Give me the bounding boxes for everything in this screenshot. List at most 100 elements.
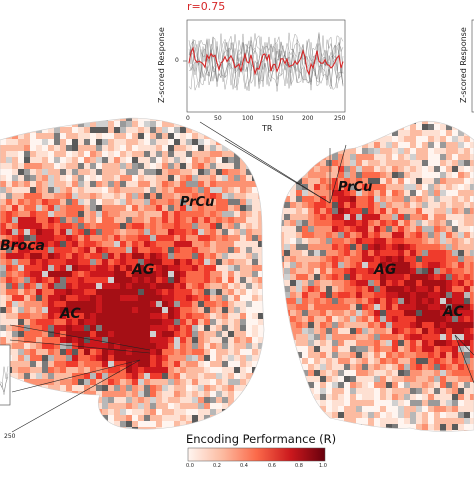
cortex-voxel (320, 142, 327, 149)
cortex-voxel (326, 262, 333, 269)
cortex-voxel (380, 142, 387, 149)
cortex-voxel (314, 418, 321, 425)
cortex-voxel (186, 187, 193, 194)
cortex-voxel (398, 364, 405, 371)
cortex-voxel (24, 118, 31, 122)
cortex-voxel (344, 130, 351, 137)
cortex-voxel (186, 379, 193, 386)
cortex-voxel (464, 310, 471, 317)
cortex-voxel (186, 349, 193, 356)
cortex-voxel (84, 235, 91, 242)
cortex-voxel (114, 397, 121, 404)
cortex-voxel (174, 331, 181, 338)
cortex-voxel (24, 193, 31, 200)
cortex-voxel (296, 370, 303, 377)
cortex-voxel (36, 169, 43, 176)
cortex-voxel (281, 424, 285, 431)
cortex-voxel (138, 307, 145, 314)
cortex-voxel (48, 343, 55, 350)
cortex-voxel (410, 382, 417, 389)
cortex-voxel (302, 238, 309, 245)
cortex-voxel (132, 247, 139, 254)
cortex-voxel (198, 271, 205, 278)
cortex-voxel (66, 349, 73, 356)
cortex-voxel (416, 370, 423, 377)
cortex-voxel (156, 139, 163, 146)
cortex-voxel (90, 223, 97, 230)
mean-response-trace (188, 46, 344, 76)
cortex-voxel (18, 211, 25, 218)
cortex-voxel (0, 307, 7, 314)
cortex-voxel (90, 151, 97, 158)
cortex-voxel (66, 223, 73, 230)
cortex-voxel (30, 337, 37, 344)
cortex-voxel (216, 145, 223, 152)
cortex-voxel (126, 247, 133, 254)
cortex-voxel (326, 256, 333, 263)
cortex-voxel (356, 130, 363, 137)
cortex-voxel (362, 154, 369, 161)
cortex-voxel (0, 118, 7, 122)
cortex-voxel (216, 325, 223, 332)
cortex-voxel (446, 178, 453, 185)
cortex-voxel (36, 283, 43, 290)
cortex-voxel (78, 175, 85, 182)
cortex-voxel (404, 262, 411, 269)
cortex-voxel (12, 229, 19, 236)
cortex-voxel (398, 268, 405, 275)
cortex-voxel (368, 214, 375, 221)
cortex-voxel (0, 181, 7, 188)
cortex-voxel (126, 211, 133, 218)
cortex-voxel (78, 145, 85, 152)
cortex-voxel (246, 349, 253, 356)
cortex-voxel (302, 280, 309, 287)
cortex-voxel (344, 226, 351, 233)
cortex-voxel (398, 388, 405, 395)
cortex-voxel (114, 295, 121, 302)
cortex-voxel (386, 238, 393, 245)
cortex-voxel (404, 238, 411, 245)
cortex-voxel (138, 289, 145, 296)
cortex-voxel (60, 301, 67, 308)
cortex-voxel (84, 253, 91, 260)
cortex-voxel (84, 397, 91, 404)
cortex-voxel (54, 223, 61, 230)
cortex-voxel (120, 235, 127, 242)
cortex-voxel (458, 172, 465, 179)
cortex-voxel (174, 295, 181, 302)
cortex-voxel (102, 163, 109, 170)
cortex-voxel (144, 217, 151, 224)
cortex-voxel (54, 409, 61, 416)
cortex-voxel (434, 424, 441, 431)
cortex-voxel (36, 151, 43, 158)
cortex-voxel (252, 139, 259, 146)
cortex-voxel (234, 421, 241, 428)
cortex-voxel (192, 391, 199, 398)
cortex-voxel (258, 175, 264, 182)
cortex-voxel (114, 229, 121, 236)
connector-line (329, 144, 347, 204)
cortex-voxel (96, 241, 103, 248)
cortex-voxel (144, 379, 151, 386)
cortex-voxel (150, 433, 156, 439)
cortex-voxel (12, 361, 19, 368)
cortex-voxel (90, 181, 97, 188)
cortex-voxel (144, 235, 151, 242)
cortex-voxel (422, 286, 429, 293)
cortex-voxel (102, 151, 109, 158)
cortex-voxel (440, 238, 447, 245)
cortex-voxel (332, 352, 339, 359)
cortex-voxel (138, 427, 145, 430)
cortex-voxel (458, 202, 465, 209)
cortex-voxel (246, 259, 253, 266)
cortex-voxel (314, 154, 321, 161)
cortex-voxel (470, 262, 474, 269)
cortex-voxel (150, 199, 157, 206)
cortex-voxel (90, 361, 97, 368)
cortex-voxel (156, 433, 162, 439)
cortex-voxel (458, 262, 465, 269)
cortex-voxel (386, 346, 393, 353)
cortex-voxel (392, 382, 399, 389)
cortex-voxel (96, 403, 103, 410)
cortex-voxel (464, 244, 471, 251)
